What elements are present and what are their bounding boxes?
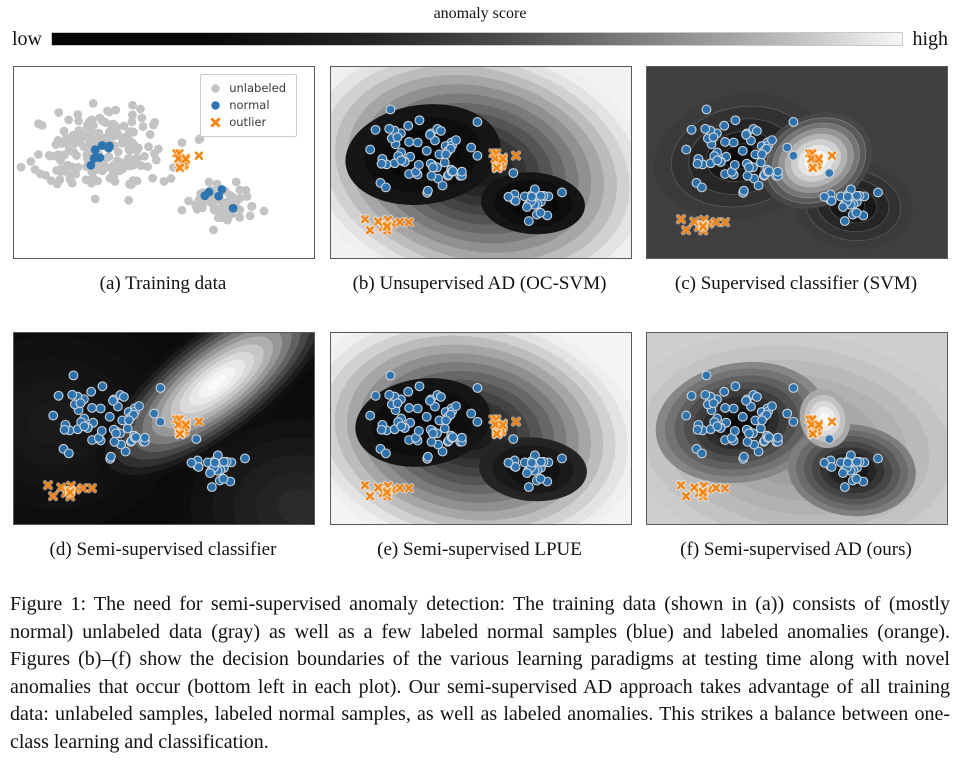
colorbar-title: anomaly score: [433, 5, 527, 22]
panels-grid-row-1: unlabeled normal outlier (a) Training da…: [0, 66, 960, 296]
panel-e-caption: (e) Semi-supervised LPUE: [377, 539, 582, 560]
panel-b-plot: [329, 66, 632, 259]
legend-label-normal: normal: [229, 98, 270, 112]
panel-f-caption: (f) Semi-supervised AD (ours): [680, 539, 912, 560]
panel-f: (f) Semi-supervised AD (ours): [646, 332, 948, 562]
panel-a-plot: unlabeled normal outlier: [13, 66, 315, 259]
legend-label-outlier: outlier: [229, 115, 267, 129]
legend-item-unlabeled: unlabeled: [209, 80, 286, 97]
panel-e-plot: [329, 332, 632, 525]
panel-d-caption: (d) Semi-supervised classifier: [49, 539, 277, 560]
colorbar: anomaly score low high: [0, 0, 960, 51]
panel-f-plot: [646, 332, 948, 525]
panel-a: unlabeled normal outlier (a) Training da…: [13, 66, 315, 296]
legend-label-unlabeled: unlabeled: [229, 81, 286, 95]
colorbar-gradient-bar: [51, 32, 904, 46]
panel-c-caption: (c) Supervised classifier (SVM): [674, 273, 918, 294]
colorbar-high-label: high: [912, 28, 948, 50]
panel-a-caption: (a) Training data: [99, 273, 227, 294]
panel-d: (d) Semi-supervised classifier: [13, 332, 315, 562]
figure-caption: Figure 1: The need for semi-supervised a…: [10, 593, 950, 753]
colorbar-low-label: low: [12, 28, 42, 50]
panel-c: (c) Supervised classifier (SVM): [646, 66, 948, 296]
panel-b: (b) Unsupervised AD (OC-SVM): [329, 66, 632, 296]
normal-dot-icon: [209, 99, 222, 112]
unlabeled-dot-icon: [209, 82, 222, 95]
panel-d-plot: [13, 332, 315, 525]
panel-c-plot: [646, 66, 948, 259]
panels-grid-row-2: (d) Semi-supervised classifier (e) Semi-…: [0, 332, 960, 562]
panel-e: (e) Semi-supervised LPUE: [329, 332, 632, 562]
legend-item-outlier: outlier: [209, 114, 286, 131]
legend: unlabeled normal outlier: [200, 74, 297, 137]
legend-item-normal: normal: [209, 97, 286, 114]
outlier-x-icon: [209, 116, 222, 129]
panel-b-caption: (b) Unsupervised AD (OC-SVM): [352, 273, 607, 294]
